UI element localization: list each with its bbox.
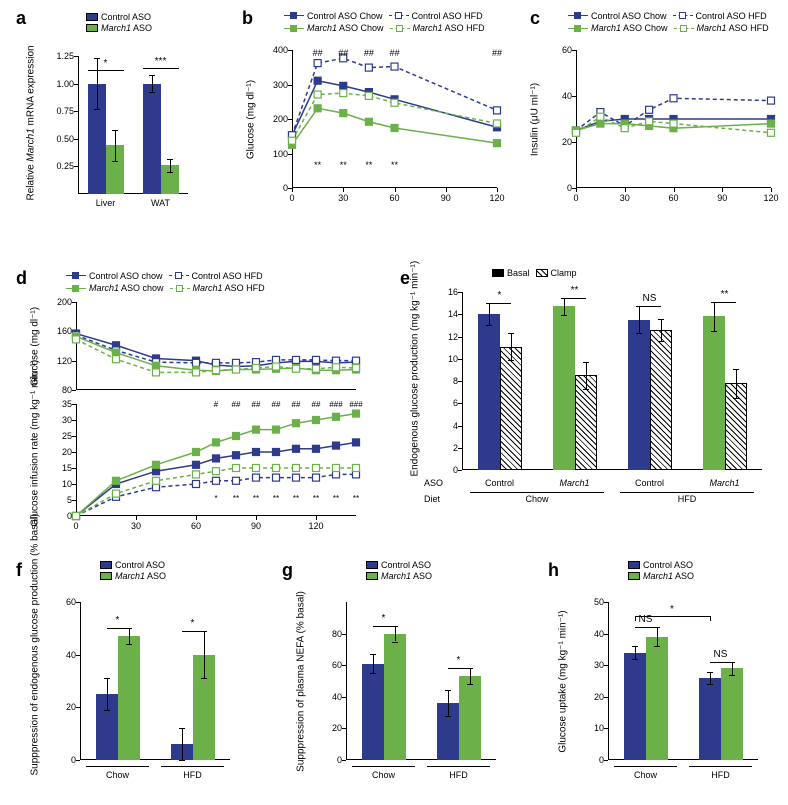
panel-f: Control ASOMarch1 ASOSupppression of end… [16,560,256,790]
panel-d: Control ASO chowControl ASO HFDMarch1 AS… [16,268,376,538]
panel-g: Control ASOMarch1 ASOSupppression of pla… [282,560,522,790]
panel-c: Control ASO ChowControl ASO HFDMarch1 AS… [530,8,780,208]
panel-h: Control ASOMarch1 ASOGlucose uptake (mg … [548,560,778,790]
panel-a: Control ASOMarch1 ASORelative March1 mRN… [16,8,216,208]
panel-e: BasalClampEndogenous glucose production … [400,268,780,538]
panel-b: Control ASO ChowControl ASO HFDMarch1 AS… [242,8,512,208]
